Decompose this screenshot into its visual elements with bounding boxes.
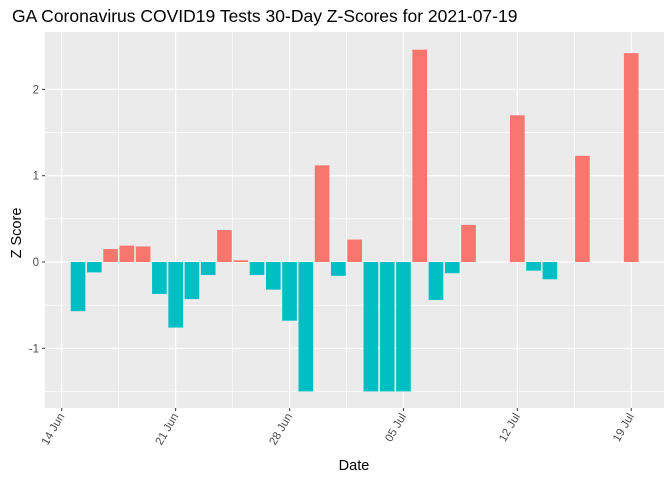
bar-2021-06-25 [233, 260, 249, 262]
bar-2021-07-14 [542, 262, 558, 280]
bar-2021-06-28 [282, 262, 297, 321]
y-tick-label: 0 [33, 257, 39, 269]
bars [70, 49, 639, 392]
x-tick-label: 05 Jul [383, 412, 409, 445]
y-tick-label: 2 [33, 84, 39, 96]
bar-2021-06-19 [135, 246, 151, 262]
x-tick-label: 21 Jun [154, 412, 182, 448]
bar-2021-07-19 [623, 53, 639, 263]
x-tick-label: 14 Jun [40, 412, 68, 448]
bar-2021-06-15 [70, 262, 86, 312]
x-tick-label: 12 Jul [497, 412, 523, 445]
bar-2021-06-16 [86, 262, 102, 273]
x-tick-label: 19 Jul [611, 412, 637, 445]
bar-2021-07-01 [331, 262, 346, 276]
y-tick-label: 1 [33, 171, 39, 183]
plot-panel [45, 32, 664, 408]
bar-2021-07-03 [363, 262, 379, 392]
bar-2021-06-29 [298, 262, 314, 392]
x-axis-label: Date [339, 458, 370, 474]
y-tick-label: -1 [29, 343, 39, 355]
bar-2021-06-26 [249, 262, 265, 275]
y-axis-label: Z Score [9, 208, 25, 259]
bar-2021-06-21 [168, 262, 183, 328]
bar-2021-06-23 [200, 262, 216, 275]
bar-2021-07-08 [444, 262, 460, 274]
x-tick-label: 28 Jun [267, 412, 295, 448]
bar-2021-07-02 [347, 239, 362, 262]
bar-2021-06-27 [265, 262, 281, 290]
bar-2021-06-17 [103, 249, 118, 262]
bar-2021-07-13 [526, 262, 541, 271]
bar-2021-07-07 [428, 262, 444, 300]
bar-2021-06-30 [314, 165, 330, 262]
bar-2021-07-12 [510, 115, 525, 262]
bar-2021-07-05 [396, 262, 411, 392]
bar-2021-07-16 [575, 155, 590, 262]
bar-2021-06-22 [184, 262, 200, 300]
bar-2021-06-20 [152, 262, 167, 294]
chart-title: GA Coronavirus COVID19 Tests 30-Day Z-Sc… [12, 6, 517, 26]
bar-2021-07-06 [412, 49, 428, 263]
bar-2021-06-18 [119, 245, 135, 262]
bar-2021-07-04 [379, 262, 395, 392]
bar-2021-06-24 [217, 230, 232, 262]
bar-2021-07-09 [461, 224, 476, 262]
